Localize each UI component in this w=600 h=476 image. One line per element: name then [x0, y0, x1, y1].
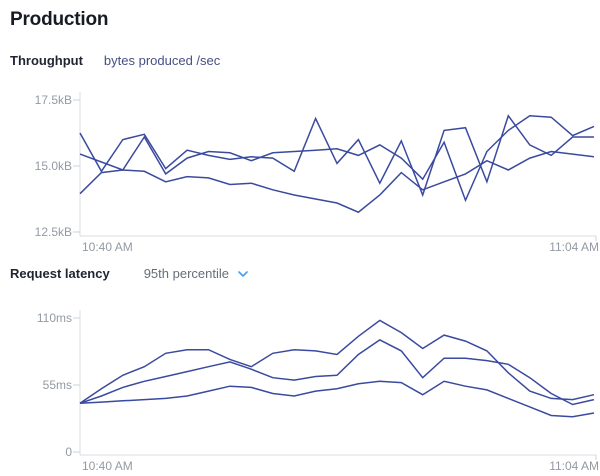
- y-tick-label: 12.5kB: [35, 225, 72, 239]
- percentile-dropdown-value: 95th percentile: [143, 266, 229, 281]
- chevron-down-icon: [237, 266, 249, 284]
- page-title: Production: [10, 9, 109, 30]
- y-tick-label: 17.5kB: [35, 93, 72, 107]
- x-tick-label: 10:40 AM: [82, 240, 133, 254]
- throughput-header: Throughput bytes produced /sec: [10, 52, 590, 68]
- throughput-metric-link[interactable]: bytes produced /sec: [103, 52, 221, 68]
- latency-title: Request latency: [10, 266, 110, 281]
- chart-series-line: [79, 380, 595, 418]
- chart-series-line: [79, 150, 595, 214]
- y-tick-label: 0: [65, 445, 72, 459]
- chart-series-line: [79, 115, 595, 203]
- x-tick-label: 11:04 AM: [549, 240, 599, 254]
- y-tick-label: 110ms: [37, 311, 72, 325]
- x-tick-label: 11:04 AM: [549, 459, 599, 473]
- throughput-chart[interactable]: 17.5kB 15.0kB 12.5kB 10:40 AM 11:04 AM: [10, 85, 600, 255]
- chart-series-line: [79, 114, 594, 198]
- throughput-series-lines: [79, 114, 595, 214]
- latency-series-lines: [79, 319, 595, 418]
- x-tick-label: 10:40 AM: [82, 459, 133, 473]
- latency-chart[interactable]: 110ms 55ms 0 10:40 AM 11:04 AM: [10, 300, 600, 476]
- throughput-title: Throughput: [10, 52, 83, 68]
- y-tick-label: 15.0kB: [35, 159, 72, 173]
- chart-series-line: [79, 339, 595, 406]
- chart-series-line: [79, 319, 595, 404]
- y-tick-label: 55ms: [43, 378, 72, 392]
- percentile-dropdown[interactable]: 95th percentile: [144, 264, 249, 284]
- latency-header: Request latency 95th percentile: [10, 265, 590, 282]
